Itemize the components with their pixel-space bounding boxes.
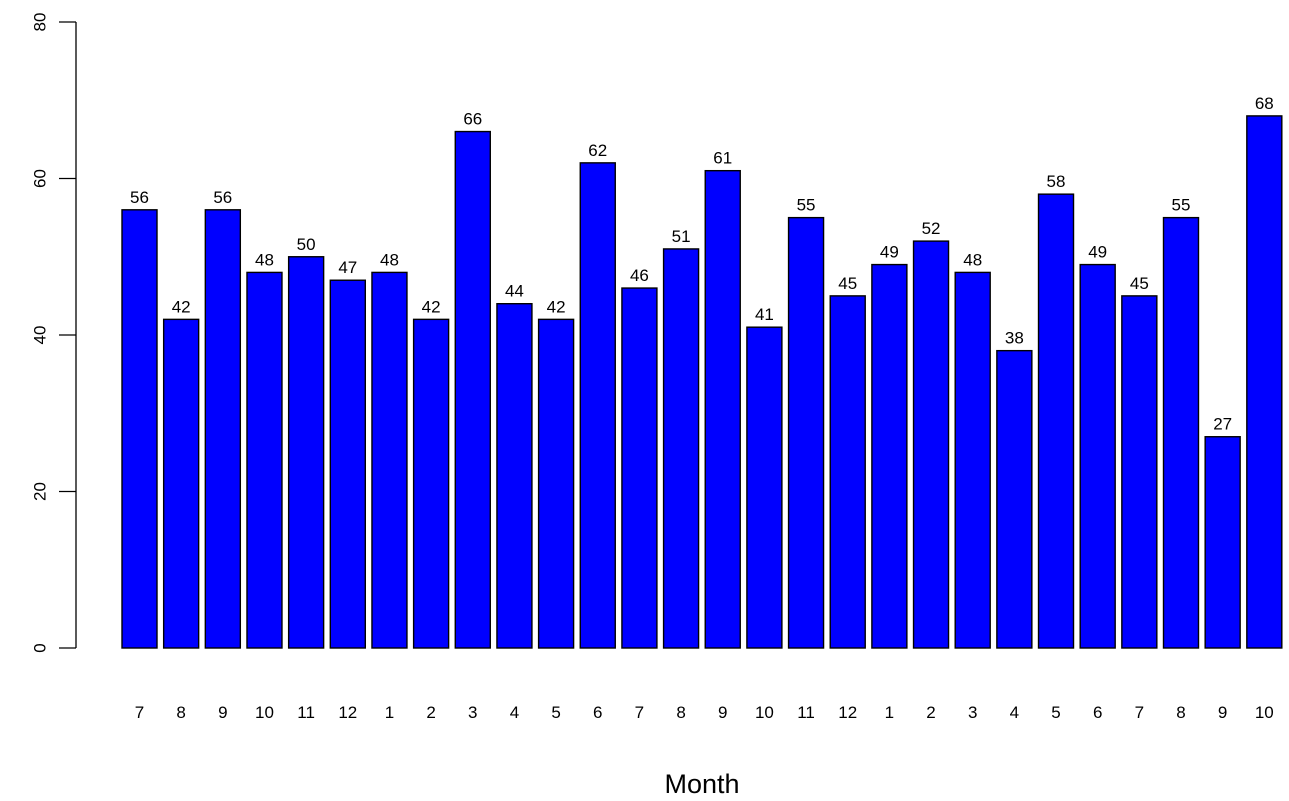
bar: [912, 240, 950, 649]
bar: [329, 279, 366, 649]
x-tick-label: 9: [1218, 703, 1227, 722]
x-tick-label: 8: [676, 703, 685, 722]
bar-value-label: 50: [297, 235, 316, 254]
bar-value-label: 45: [838, 274, 857, 293]
y-tick-label: 60: [31, 169, 50, 188]
bar: [996, 349, 1033, 649]
x-tick-label: 7: [635, 703, 644, 722]
bars: [121, 115, 1283, 649]
x-axis-title: Month: [664, 769, 739, 799]
bar-value-label: 45: [1130, 274, 1149, 293]
bar: [871, 263, 908, 649]
x-tick-label: 7: [135, 703, 144, 722]
y-tick-label: 40: [31, 326, 50, 345]
bar: [496, 303, 533, 649]
bar-value-label: 55: [797, 196, 816, 215]
x-tick-label: 10: [1255, 703, 1274, 722]
x-tick-label: 10: [755, 703, 774, 722]
bar: [787, 216, 825, 649]
x-tick-label: 5: [1051, 703, 1060, 722]
x-tick-label: 7: [1135, 703, 1144, 722]
bar-value-label: 42: [547, 297, 566, 316]
bar-value-label: 42: [172, 297, 191, 316]
bar: [537, 318, 575, 649]
bar: [1162, 216, 1200, 649]
x-tick-label: 4: [1010, 703, 1019, 722]
bar: [204, 209, 242, 649]
bar: [1121, 295, 1158, 649]
bar-value-label: 38: [1005, 329, 1024, 348]
bar: [579, 162, 616, 649]
x-tick-label: 11: [297, 703, 315, 722]
x-tick-label: 9: [218, 703, 227, 722]
bar-value-label: 49: [880, 243, 899, 262]
x-tick-label: 3: [968, 703, 977, 722]
x-tick-label: 2: [926, 703, 935, 722]
bar-value-label: 66: [463, 110, 482, 129]
bar-value-label: 56: [213, 188, 232, 207]
bar-value-label: 61: [713, 149, 732, 168]
x-tick-label: 3: [468, 703, 477, 722]
bar: [1079, 263, 1116, 649]
x-tick-label: 6: [1093, 703, 1102, 722]
bar: [704, 169, 741, 649]
x-tick-label: 1: [885, 703, 894, 722]
y-tick-label: 0: [31, 643, 50, 652]
x-tick-label: 4: [510, 703, 519, 722]
y-tick-label: 20: [31, 482, 50, 501]
bar: [662, 248, 700, 649]
bar-value-labels: 56 42 56 48 50 47 48 42 66 44 42 62 46 51 61 41 55 45 49 52…: [130, 94, 1274, 434]
x-tick-label: 12: [338, 703, 357, 722]
x-tick-label: 8: [1176, 703, 1185, 722]
bar-value-label: 47: [338, 258, 357, 277]
bar-value-label: 44: [505, 282, 524, 301]
bar-value-label: 58: [1047, 172, 1066, 191]
x-tick-label: 6: [593, 703, 602, 722]
bar-value-label: 42: [422, 297, 441, 316]
y-tick-label: 80: [31, 13, 50, 32]
x-tick-label: 8: [176, 703, 185, 722]
bar: [746, 326, 783, 649]
bar: [412, 318, 450, 649]
bar-value-label: 48: [963, 250, 982, 269]
bar: [954, 271, 991, 649]
bar-value-label: 56: [130, 188, 149, 207]
bar: [162, 318, 200, 649]
bar-value-label: 41: [755, 305, 774, 324]
bar: [621, 287, 658, 649]
x-tick-label: 10: [255, 703, 274, 722]
bar: [287, 256, 325, 649]
bar: [246, 271, 283, 649]
x-tick-label: 11: [797, 703, 815, 722]
bar-value-label: 27: [1213, 415, 1232, 434]
x-tick-label: 9: [718, 703, 727, 722]
bar-value-label: 62: [588, 141, 607, 160]
bar: [829, 295, 866, 649]
bar-value-label: 55: [1172, 196, 1191, 215]
bar: [1204, 436, 1241, 649]
bar-value-label: 68: [1255, 94, 1274, 113]
bar: [454, 130, 491, 649]
bar: [121, 209, 158, 649]
bar-value-label: 48: [255, 250, 274, 269]
x-tick-label: 5: [551, 703, 560, 722]
bar-value-label: 52: [922, 219, 941, 238]
bar-value-label: 48: [380, 250, 399, 269]
bar: [371, 271, 408, 649]
bar: [1037, 193, 1075, 649]
bar-value-label: 49: [1088, 243, 1107, 262]
bar: [1246, 115, 1283, 649]
bar-value-label: 51: [672, 227, 691, 246]
x-tick-label: 12: [838, 703, 857, 722]
x-tick-labels: 7 8 9 10 11 12 1 2 3 4 5 6 7 8 9 10 11 12 1 2 3 4 5 6 7 8 9 10: [135, 703, 1274, 722]
bar-value-label: 46: [630, 266, 649, 285]
x-tick-label: 2: [426, 703, 435, 722]
x-tick-label: 1: [385, 703, 394, 722]
y-axis: 0 20 40 60 80: [31, 13, 77, 653]
